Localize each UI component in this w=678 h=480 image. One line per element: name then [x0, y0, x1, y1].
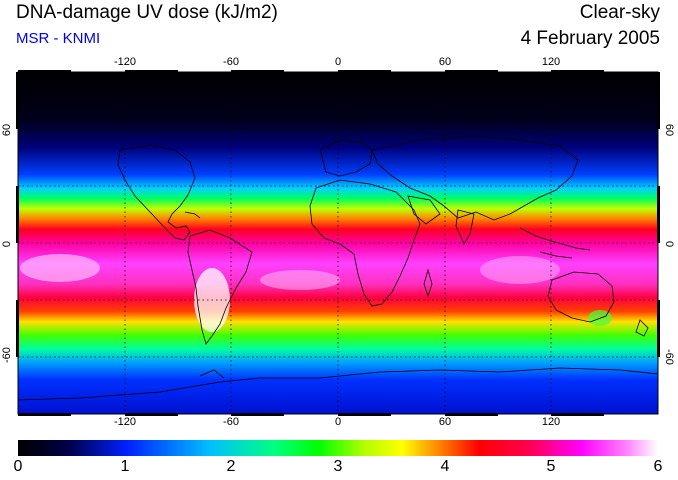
lon-tick-top: -60 [223, 56, 239, 68]
map-field [18, 72, 658, 414]
lat-tick-left: 0 [1, 240, 13, 248]
lon-tick-bottom: 60 [438, 416, 452, 428]
lat-tick-right: 0 [663, 240, 675, 248]
colorbar-label: 1 [120, 458, 130, 475]
lon-tick-top: -120 [113, 56, 137, 68]
colorbar-label: 3 [333, 458, 343, 475]
colorbar [18, 440, 658, 456]
lon-tick-bottom: 120 [541, 416, 561, 428]
lat-tick-left: 60 [1, 123, 13, 137]
indian-highlight [480, 256, 560, 284]
colorbar-label: 2 [226, 458, 236, 475]
pacific-highlight [20, 254, 100, 282]
colorbar-label: 5 [546, 458, 556, 475]
frame-segments [16, 70, 660, 416]
lon-tick-top: 120 [541, 56, 561, 68]
atlantic-highlight [260, 270, 340, 290]
coastlines [18, 135, 658, 401]
graticule [18, 72, 658, 414]
lat-tick-left: -60 [1, 347, 13, 363]
lon-tick-bottom: -60 [223, 416, 239, 428]
sky-condition: Clear-sky [579, 2, 660, 23]
map-source: MSR - KNMI [16, 30, 101, 47]
lat-tick-right: 60 [663, 123, 675, 137]
lon-tick-bottom: -120 [113, 416, 137, 428]
lon-tick-top: 0 [334, 56, 342, 68]
map-title: DNA-damage UV dose (kJ/m2) [16, 2, 278, 23]
lon-tick-bottom: 0 [334, 416, 342, 428]
lon-tick-top: 60 [438, 56, 452, 68]
colorbar-label: 6 [653, 458, 663, 475]
lat-tick-right: -60 [663, 349, 675, 365]
map-date: 4 February 2005 [520, 28, 660, 49]
colorbar-label: 4 [440, 458, 450, 475]
colorbar-label: 0 [13, 458, 23, 475]
